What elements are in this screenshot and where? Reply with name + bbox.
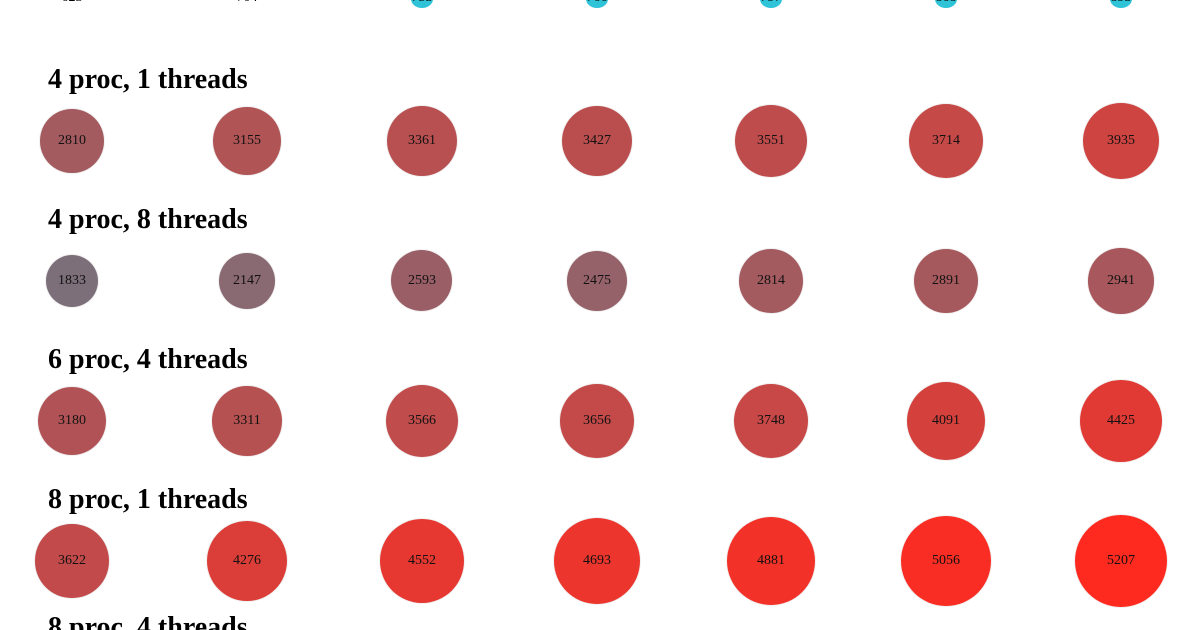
data-bubble: 2941	[1088, 248, 1154, 314]
data-bubble: 3427	[561, 105, 633, 177]
bubble-value-label: 4091	[931, 412, 960, 428]
bubble-value-label: 3935	[1106, 132, 1135, 148]
top-row-value-label: 623	[62, 0, 83, 6]
data-bubble: 3155	[213, 107, 281, 175]
bubble-value-label: 3566	[407, 412, 436, 428]
bubble-value-label: 5207	[1107, 553, 1135, 568]
series-title: 4 proc, 1 threads	[48, 64, 248, 95]
data-bubble: 4276	[206, 520, 288, 602]
data-bubble: 4693	[554, 518, 640, 604]
data-bubble: 2147	[219, 253, 275, 309]
bubble-value-label: 3311	[233, 412, 261, 428]
bubble-value-label: 3361	[407, 132, 436, 148]
data-bubble: 3311	[212, 386, 282, 456]
data-bubble: 3748	[733, 383, 809, 459]
top-row-bubble	[1110, 0, 1132, 8]
data-bubble: 2814	[739, 249, 803, 313]
bubble-value-label: 2147	[232, 272, 261, 288]
bubble-value-label: 1833	[58, 273, 86, 288]
data-bubble: 5207	[1075, 515, 1167, 607]
data-bubble: 3551	[734, 104, 808, 178]
series-title: 6 proc, 4 threads	[48, 344, 248, 375]
top-row-bubble	[760, 0, 782, 8]
data-bubble: 2891	[913, 248, 979, 314]
data-bubble: 2810	[40, 109, 104, 173]
bubble-value-label: 2593	[407, 272, 436, 288]
bubble-value-label: 3622	[57, 552, 86, 568]
data-bubble: 5056	[900, 515, 992, 607]
bubble-value-label: 2810	[57, 132, 86, 148]
bubble-value-label: 2475	[582, 272, 611, 288]
top-row-value-label: 868	[936, 0, 957, 6]
bubble-value-label: 3656	[582, 412, 611, 428]
bubble-value-label: 3551	[756, 132, 785, 148]
bubble-value-label: 4693	[582, 552, 611, 568]
series-title-partial: 8 proc, 4 threads	[48, 612, 248, 630]
bubble-value-label: 3427	[582, 132, 611, 148]
data-bubble: 3714	[908, 103, 984, 179]
top-row-value-label: 766	[587, 0, 608, 6]
series-title: 8 proc, 1 threads	[48, 484, 248, 515]
top-row-bubble	[935, 0, 957, 8]
top-row-bubble	[586, 0, 608, 8]
data-bubble: 2475	[567, 251, 627, 311]
bubble-value-label: 4425	[1106, 412, 1135, 428]
top-row-bubble	[411, 0, 433, 8]
top-row-value-label: 704	[237, 0, 258, 6]
bubble-value-label: 4552	[407, 552, 436, 568]
bubble-value-label: 3714	[931, 132, 960, 148]
bubble-value-label: 3180	[57, 412, 86, 428]
bubble-value-label: 2941	[1106, 272, 1135, 288]
data-bubble: 3656	[560, 384, 634, 458]
data-bubble: 4552	[379, 518, 465, 604]
data-bubble: 3566	[385, 384, 459, 458]
series-title: 4 proc, 8 threads	[48, 204, 248, 235]
data-bubble: 3935	[1082, 102, 1160, 180]
data-bubble: 3180	[38, 387, 106, 455]
bubble-value-label: 3155	[232, 132, 261, 148]
data-bubble: 3361	[386, 105, 458, 177]
data-bubble: 4091	[906, 381, 986, 461]
data-bubble: 4881	[726, 516, 816, 606]
top-row-value-label: 797	[761, 0, 782, 6]
data-bubble: 4425	[1079, 379, 1163, 463]
bubble-value-label: 5056	[931, 552, 960, 568]
top-row-value-label: 893	[1111, 0, 1132, 6]
bubble-value-label: 2891	[931, 272, 960, 288]
bubble-value-label: 2814	[756, 272, 785, 288]
bubble-value-label: 4881	[756, 552, 785, 568]
top-row-value-label: 753	[412, 0, 433, 6]
bubble-value-label: 4276	[232, 552, 261, 568]
bubble-value-label: 3748	[756, 412, 785, 428]
data-bubble: 3622	[35, 524, 109, 598]
data-bubble: 1833	[46, 255, 98, 307]
data-bubble: 2593	[391, 250, 453, 312]
